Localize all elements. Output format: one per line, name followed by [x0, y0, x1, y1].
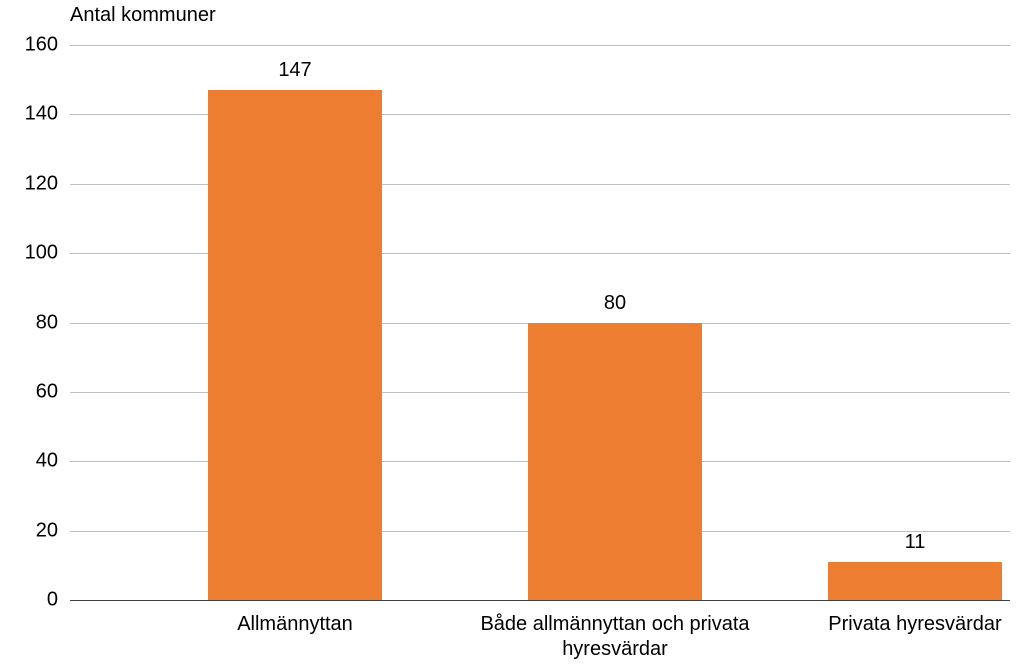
- bar-value-label: 147: [278, 59, 311, 82]
- gridline: [70, 45, 1010, 46]
- y-tick-label: 60: [0, 380, 58, 403]
- plot-area: 147 80 11: [70, 45, 1010, 600]
- y-tick-label: 100: [0, 242, 58, 265]
- bar: [528, 323, 702, 601]
- bar: [208, 90, 382, 600]
- y-tick-label: 160: [0, 34, 58, 57]
- y-tick-label: 120: [0, 172, 58, 195]
- y-tick-label: 0: [0, 589, 58, 612]
- bar-value-label: 11: [905, 531, 926, 554]
- y-tick-label: 40: [0, 450, 58, 473]
- y-axis-title: Antal kommuner: [70, 4, 216, 27]
- bar-chart: Antal kommuner 147 80 11 0 20 40 60 80 100 120 14…: [0, 0, 1023, 668]
- y-tick-label: 140: [0, 103, 58, 126]
- x-category-label: Allmännyttan: [145, 612, 445, 637]
- x-category-label: Privata hyresvärdar: [765, 612, 1023, 637]
- y-tick-label: 80: [0, 311, 58, 334]
- bar: [828, 562, 1002, 600]
- y-tick-label: 20: [0, 519, 58, 542]
- x-category-label: Både allmännyttan och privata hyresvärda…: [465, 612, 765, 662]
- x-axis-line: [70, 600, 1010, 601]
- bar-value-label: 80: [604, 292, 626, 315]
